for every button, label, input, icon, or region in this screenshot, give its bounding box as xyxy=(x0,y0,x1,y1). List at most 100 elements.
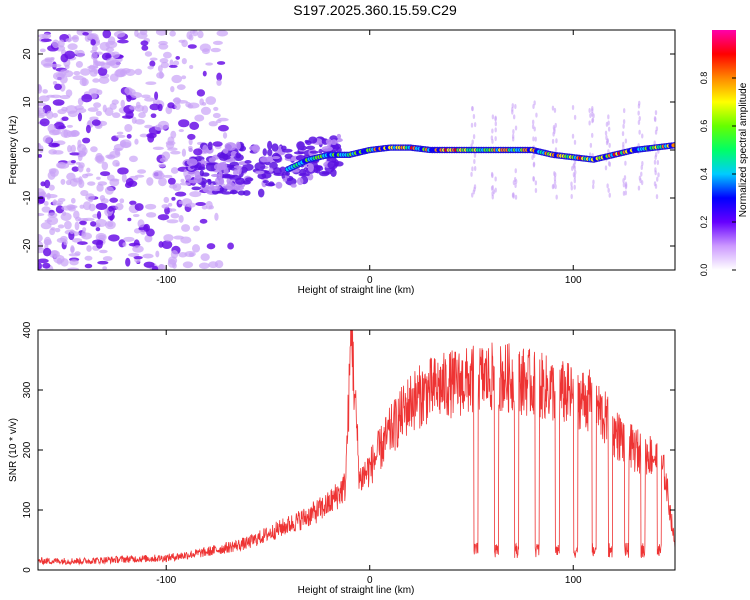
heatmap-cell xyxy=(96,51,103,55)
heatmap-cell xyxy=(109,73,119,82)
heatmap-cell xyxy=(171,196,176,201)
heatmap-cell xyxy=(145,212,157,218)
heatmap-cell xyxy=(52,199,58,206)
heatmap-cell xyxy=(200,106,211,116)
heatmap-streak xyxy=(534,136,537,142)
heatmap-cell xyxy=(152,146,164,151)
heatmap-cell xyxy=(134,203,144,211)
heatmap-cell xyxy=(134,68,143,76)
heatmap-cell xyxy=(65,89,73,97)
heatmap-streak xyxy=(473,186,476,192)
heatmap-cell xyxy=(298,172,311,177)
heatmap-cell xyxy=(96,240,103,249)
heatmap-cell xyxy=(134,138,139,145)
heatmap-streak xyxy=(573,178,577,184)
heatmap-cell xyxy=(149,57,158,61)
heatmap-streak xyxy=(471,192,474,198)
heatmap-cell xyxy=(95,202,108,211)
heatmap-cell xyxy=(178,129,184,133)
heatmap-streak xyxy=(494,176,497,182)
heatmap-cell xyxy=(193,148,203,156)
heatmap-cell xyxy=(77,241,88,245)
heatmap-cell xyxy=(163,234,174,242)
heatmap-streak xyxy=(471,106,474,112)
heatmap-cell xyxy=(144,97,155,102)
heatmap-cell xyxy=(78,176,83,185)
heatmap-cell xyxy=(52,81,58,85)
heatmap-cell xyxy=(43,247,52,257)
heatmap-streak xyxy=(571,133,575,139)
heatmap-streak xyxy=(622,108,626,114)
heatmap-streak xyxy=(555,138,558,144)
heatmap-cell xyxy=(46,216,59,226)
heatmap-cell xyxy=(133,255,143,260)
heatmap-cell xyxy=(44,179,51,189)
heatmap-streak xyxy=(470,122,474,128)
heatmap-cell xyxy=(126,133,132,139)
heatmap-cell xyxy=(52,99,65,106)
heatmap-streak xyxy=(512,193,515,199)
heatmap-cell xyxy=(265,182,276,187)
heatmap-cell xyxy=(167,102,175,109)
heatmap-cell xyxy=(39,48,46,53)
heatmap-cell xyxy=(91,119,101,126)
heatmap-cell xyxy=(82,137,91,144)
heatmap-cell xyxy=(189,65,194,69)
heatmap-cell xyxy=(141,105,149,114)
heatmap-cell xyxy=(262,148,267,156)
heatmap-streak xyxy=(589,113,592,119)
heatmap-cell xyxy=(206,243,216,250)
heatmap-cell xyxy=(69,229,75,235)
heatmap-cell xyxy=(120,141,132,149)
heatmap-cell xyxy=(181,39,188,48)
heatmap-cell xyxy=(93,102,102,108)
heatmap-cell xyxy=(161,204,170,209)
heatmap-cell xyxy=(135,101,141,109)
heatmap-streak xyxy=(657,172,660,178)
heatmap-cell xyxy=(271,143,279,152)
heatmap-cell xyxy=(95,232,107,242)
y-tick-label: 100 xyxy=(22,501,33,518)
heatmap-cell xyxy=(47,212,58,218)
x-tick-label: -100 xyxy=(156,275,176,286)
heatmap-cell xyxy=(304,139,310,144)
heatmap-streak xyxy=(494,136,497,142)
heatmap-cell xyxy=(50,227,56,231)
heatmap-cell xyxy=(38,258,49,264)
heatmap-cell xyxy=(84,255,93,261)
heatmap-streak xyxy=(588,120,591,126)
heatmap-cell xyxy=(142,253,154,259)
heatmap-streak xyxy=(531,124,535,130)
heatmap-streak xyxy=(531,154,534,160)
heatmap-streak xyxy=(473,122,477,128)
heatmap-cell xyxy=(92,78,100,83)
heatmap-streak xyxy=(592,184,595,190)
heatmap-cell xyxy=(197,30,204,39)
heatmap-cell xyxy=(170,130,177,139)
heatmap-cell xyxy=(87,107,99,112)
heatmap-cell xyxy=(200,253,210,261)
heatmap-cell xyxy=(82,31,89,36)
heatmap-cell xyxy=(70,245,75,254)
heatmap-cell xyxy=(222,173,231,178)
heatmap-cell xyxy=(65,38,73,42)
x-tick-label: 100 xyxy=(565,275,582,286)
heatmap-cell xyxy=(73,210,80,219)
heatmap-cell xyxy=(89,33,96,39)
heatmap-cell xyxy=(125,178,134,186)
heatmap-streak xyxy=(622,190,626,196)
heatmap-cell xyxy=(96,183,104,192)
heatmap-streak xyxy=(514,178,518,184)
heatmap-streak xyxy=(589,142,593,148)
heatmap-cell xyxy=(147,65,154,70)
heatmap-cell xyxy=(327,160,338,170)
heatmap-cell xyxy=(74,221,80,231)
heatmap-cell xyxy=(60,235,68,243)
heatmap-cell xyxy=(173,97,181,105)
heatmap-cell xyxy=(218,170,223,179)
heatmap-cell xyxy=(40,38,52,42)
heatmap-cell xyxy=(237,190,246,196)
heatmap-cell xyxy=(194,170,200,179)
heatmap-cell xyxy=(48,168,57,174)
heatmap-cell xyxy=(282,178,288,182)
